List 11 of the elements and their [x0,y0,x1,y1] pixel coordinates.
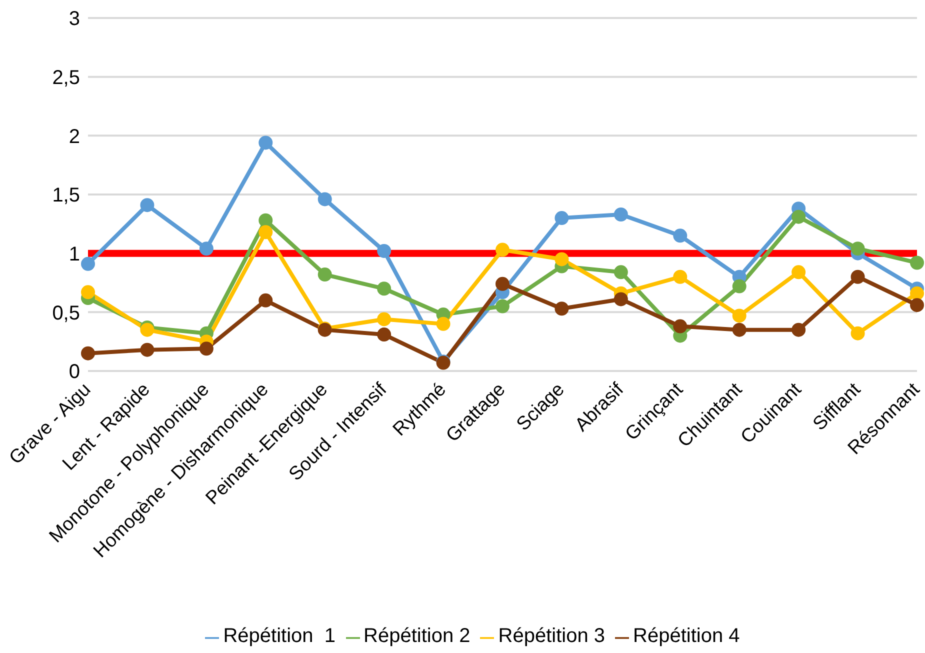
legend-label: Répétition 3 [498,625,606,647]
y-tick-label: 0 [68,361,80,384]
y-tick-label: 2 [68,126,80,148]
y-tick-label: 1,5 [52,184,80,207]
y-tick-label: 3 [68,8,80,30]
y-tick-label: 0,5 [52,302,80,324]
y-tick-label: 2,5 [52,66,80,89]
y-tick-label: 1 [68,243,80,266]
legend-label: Répétition 4 [633,625,740,647]
legend-label: Répétition 1 [223,625,336,647]
legend-label: Répétition 2 [364,625,470,647]
